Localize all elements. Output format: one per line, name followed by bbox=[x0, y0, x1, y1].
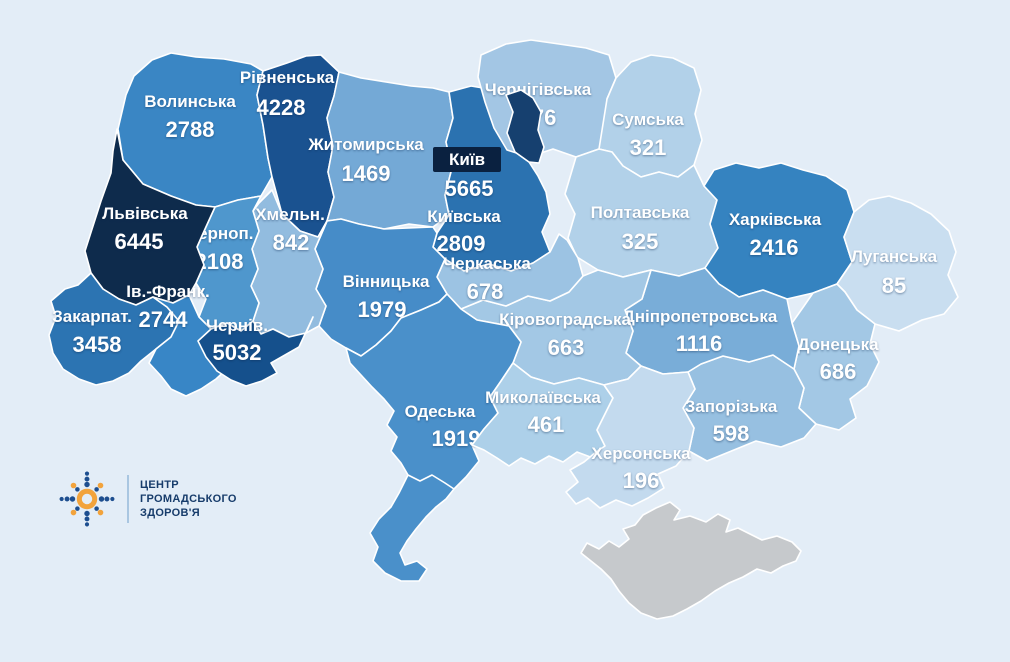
region-odeska-label: Одеська bbox=[405, 402, 476, 421]
region-kyivska-value: 2809 bbox=[437, 231, 486, 256]
region-vinnytska-value: 1979 bbox=[358, 297, 407, 322]
region-zhytomyrska-value: 1469 bbox=[342, 161, 391, 186]
region-poltavska-label: Полтавська bbox=[591, 203, 690, 222]
region-khmelnytska-label: Хмельн. bbox=[255, 205, 325, 224]
region-kharkivska-label: Харківська bbox=[729, 210, 822, 229]
region-ivano-frankivska-value: 2744 bbox=[139, 307, 189, 332]
region-donetska-label: Донецька bbox=[797, 335, 879, 354]
region-rivnenska-value: 4228 bbox=[257, 95, 306, 120]
region-kirovohradska-value: 663 bbox=[548, 335, 585, 360]
region-sumska-label: Сумська bbox=[612, 110, 684, 129]
region-ternopilska: Терноп. 2108 bbox=[188, 195, 262, 332]
region-khersonska-shape bbox=[565, 365, 696, 509]
region-khersonska-label: Херсонська bbox=[591, 444, 691, 463]
region-ivano-frankivska-label: Ів.-Франк. bbox=[126, 282, 209, 301]
region-kyivska-label: Київська bbox=[427, 207, 501, 226]
region-kharkivska: Харківська 2416 bbox=[703, 162, 855, 300]
kyiv-label-box bbox=[433, 147, 501, 172]
region-zakarpatska-value: 3458 bbox=[73, 332, 122, 357]
region-sumska-value: 321 bbox=[630, 135, 667, 160]
region-chernivetska-label: Чернів. bbox=[206, 316, 268, 335]
region-zaporizka-value: 598 bbox=[713, 421, 750, 446]
region-khersonska: Херсонська 196 bbox=[565, 365, 696, 509]
region-volynska-value: 2788 bbox=[166, 117, 215, 142]
logo-text: ЦЕНТР ГРОМАДСЬКОГО ЗДОРОВ'Я bbox=[140, 478, 237, 521]
region-cherkaska: Черкаська 678 bbox=[436, 233, 584, 310]
region-dnipropetrovska-label: Дніпропетровська bbox=[623, 307, 778, 326]
logo-text-line3: ЗДОРОВ'Я bbox=[140, 507, 200, 520]
region-zhytomyrska-label: Житомирська bbox=[307, 135, 424, 154]
region-zhytomyrska: Житомирська 1469 bbox=[307, 71, 454, 230]
region-chernivetska: Чернів. 5032 bbox=[197, 316, 314, 387]
region-luhanska-value: 85 bbox=[882, 273, 906, 298]
region-zaporizka-label: Запорізька bbox=[685, 397, 778, 416]
region-lvivska-value: 6445 bbox=[115, 229, 164, 254]
region-rivnenska-label: Рівненська bbox=[240, 68, 335, 87]
phc-logo: ЦЕНТР ГРОМАДСЬКОГО ЗДОРОВ'Я bbox=[58, 470, 237, 528]
region-kyivska: Київська 2809 bbox=[427, 85, 551, 272]
region-luhanska: Луганська 85 bbox=[836, 195, 959, 332]
region-dnipropetrovska-value: 1116 bbox=[676, 331, 723, 356]
region-luhanska-label: Луганська bbox=[851, 247, 938, 266]
region-chernivetska-value: 5032 bbox=[213, 340, 262, 365]
region-kirovohradska: Кіровоградська 663 bbox=[460, 269, 652, 386]
region-volynska-label: Волинська bbox=[144, 92, 236, 111]
region-odeska-value: 1919 bbox=[432, 426, 481, 451]
region-donetska-value: 686 bbox=[820, 359, 857, 384]
region-poltavska-value: 325 bbox=[622, 229, 659, 254]
region-volynska: Волинська 2788 bbox=[117, 52, 273, 208]
logo-text-line1: ЦЕНТР bbox=[140, 478, 179, 491]
region-zakarpatska-shape bbox=[48, 272, 180, 386]
region-poltavska: Полтавська 325 bbox=[564, 148, 719, 278]
logo-burst-icon bbox=[59, 471, 115, 527]
region-kyiv-city: Київ 5665 bbox=[433, 89, 545, 201]
region-kyiv-city-shape bbox=[505, 89, 545, 164]
region-lvivska-label: Львівська bbox=[102, 204, 188, 223]
region-khmelnytska-value: 842 bbox=[273, 230, 310, 255]
region-vinnytska-label: Вінницька bbox=[343, 272, 430, 291]
region-chernivetska-shape bbox=[197, 316, 314, 387]
region-zakarpatska-label: Закарпат. bbox=[52, 307, 132, 326]
region-zakarpatska: Закарпат. 3458 bbox=[48, 272, 180, 386]
logo-text-line2: ГРОМАДСЬКОГО bbox=[140, 492, 237, 505]
region-kyiv-city-value: 5665 bbox=[445, 176, 494, 201]
region-kyiv-city-label: Київ bbox=[449, 150, 485, 169]
region-chernihivska-label: Чернігівська bbox=[485, 80, 592, 99]
region-mykolaivska: Миколаївська 461 bbox=[471, 362, 614, 467]
region-zaporizka: Запорізька 598 bbox=[682, 354, 817, 462]
region-cherkaska-value: 678 bbox=[467, 279, 504, 304]
region-dnipropetrovska: Дніпропетровська 1116 bbox=[623, 267, 800, 375]
region-mykolaivska-value: 461 bbox=[528, 412, 565, 437]
region-mykolaivska-shape bbox=[471, 362, 614, 467]
region-crimea-shape bbox=[580, 501, 802, 620]
region-kirovohradska-label: Кіровоградська bbox=[499, 310, 631, 329]
region-cherkaska-label: Черкаська bbox=[443, 254, 531, 273]
region-khmelnytska: Хмельн. 842 bbox=[250, 189, 328, 338]
region-odeska: Одеська 1919 bbox=[345, 293, 522, 582]
region-rivnenska: Рівненська 4228 bbox=[240, 54, 340, 238]
region-kharkivska-value: 2416 bbox=[750, 235, 799, 260]
region-mykolaivska-label: Миколаївська bbox=[485, 388, 601, 407]
region-kharkivska-shape bbox=[703, 162, 855, 300]
region-khersonska-value: 196 bbox=[623, 468, 660, 493]
logo-separator bbox=[127, 475, 129, 523]
